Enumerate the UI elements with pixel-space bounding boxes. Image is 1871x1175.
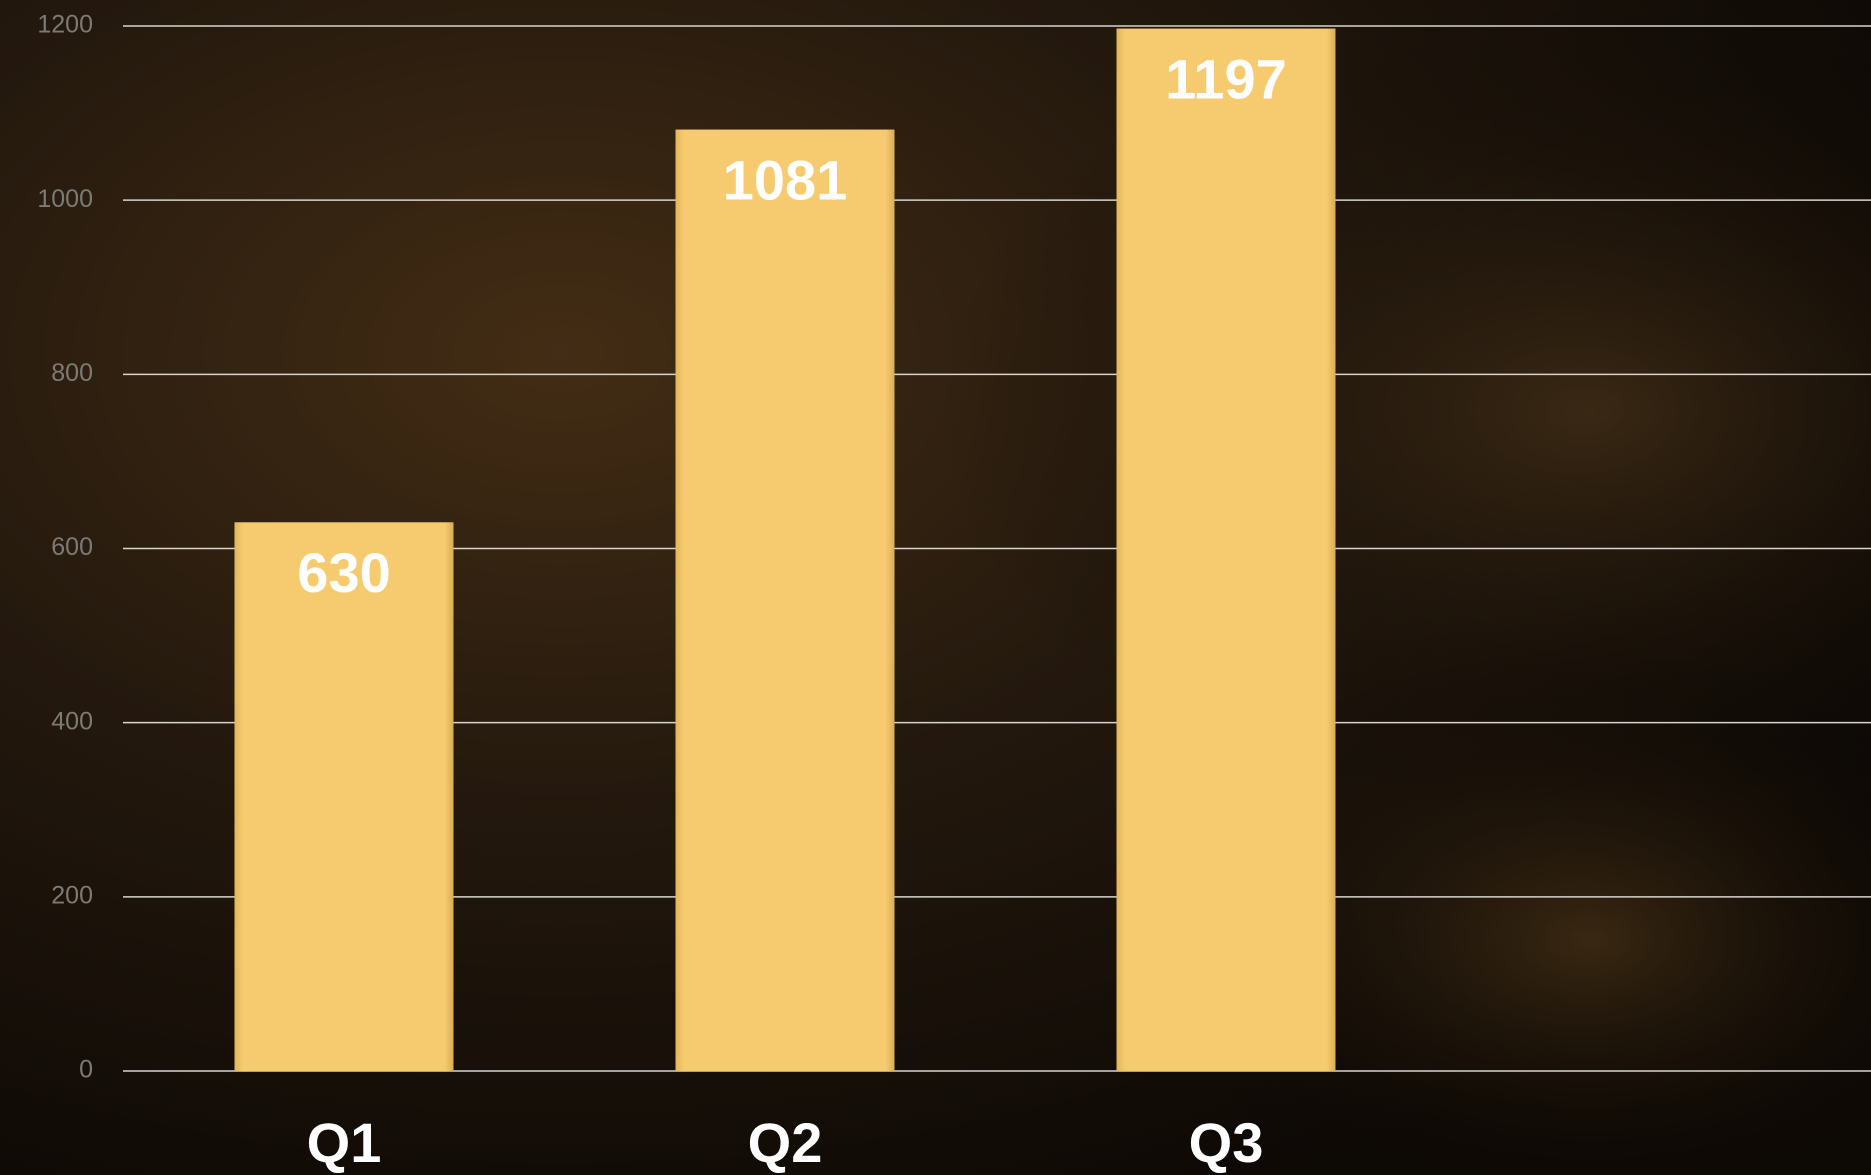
value-label: 1081 <box>723 148 848 211</box>
y-tick-label: 200 <box>51 881 93 909</box>
bar-bevel <box>1116 28 1336 1071</box>
bar-bevel <box>675 129 895 1072</box>
labels: 0 200 400 600 800 1000 1200 Q1 630 Q2 1081 Q3 1197 <box>37 11 1286 1174</box>
bar-bevel <box>234 522 454 1071</box>
y-tick-label: 600 <box>51 533 93 561</box>
bars <box>234 28 1336 1072</box>
y-tick-label: 0 <box>79 1056 93 1084</box>
y-tick-label: 1200 <box>37 11 93 39</box>
x-tick-label: Q3 <box>1189 1111 1264 1174</box>
x-tick-label: Q1 <box>307 1111 382 1174</box>
x-tick-label: Q2 <box>748 1111 823 1174</box>
value-label: 1197 <box>1165 47 1287 110</box>
value-label: 630 <box>297 541 390 604</box>
y-tick-label: 400 <box>51 707 93 735</box>
y-tick-label: 1000 <box>37 185 93 213</box>
y-tick-label: 800 <box>51 359 93 387</box>
